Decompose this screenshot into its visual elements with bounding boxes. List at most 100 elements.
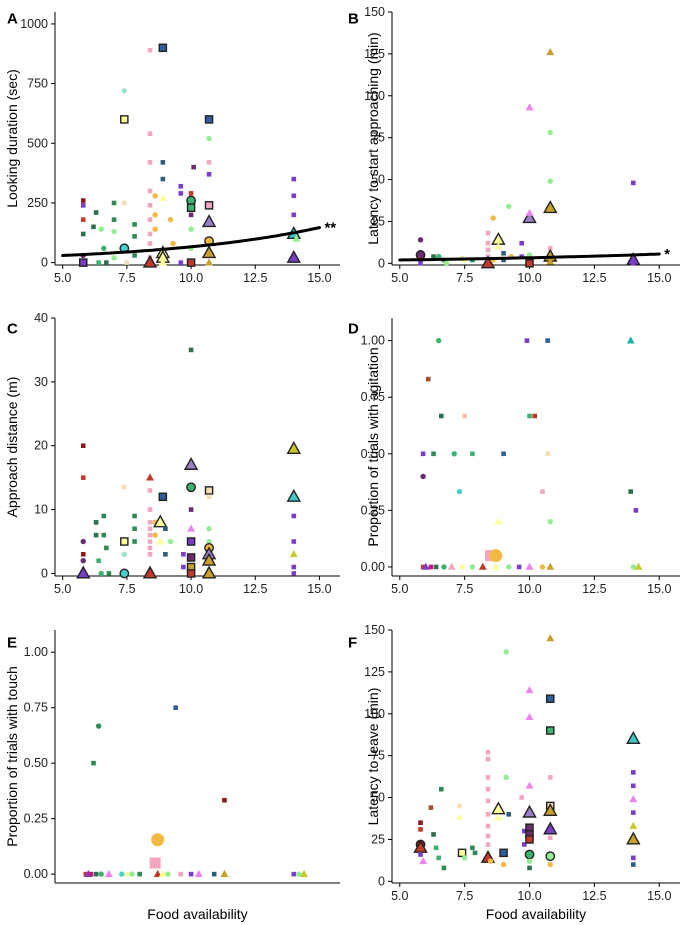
data-point <box>419 857 428 865</box>
data-point <box>431 832 436 837</box>
data-point <box>527 413 532 419</box>
data-point <box>147 545 153 551</box>
data-point <box>158 43 168 53</box>
x-tick-label: 12.5 <box>243 582 267 596</box>
data-point <box>485 833 491 839</box>
data-point <box>142 565 158 579</box>
data-point <box>490 215 496 221</box>
x-tick-label: 15.0 <box>307 271 331 285</box>
data-point <box>80 198 86 203</box>
data-point <box>93 532 99 538</box>
data-point <box>111 217 117 222</box>
data-point <box>300 869 308 877</box>
data-point <box>418 852 423 857</box>
y-tick-label: 125 <box>364 665 385 679</box>
data-point-large <box>489 549 503 563</box>
data-point <box>163 551 168 557</box>
data-point <box>186 258 196 267</box>
y-tick-label: 500 <box>27 136 48 150</box>
data-point <box>188 507 194 512</box>
data-point <box>291 176 297 182</box>
data-point <box>101 513 107 519</box>
data-point <box>152 532 158 538</box>
data-point <box>626 731 641 744</box>
x-tick-label: 7.5 <box>118 582 135 596</box>
data-point <box>158 492 168 502</box>
data-point <box>539 564 546 570</box>
data-point <box>447 562 456 570</box>
data-point <box>220 869 229 877</box>
data-point <box>178 260 184 265</box>
data-point <box>491 801 506 815</box>
data-point <box>96 558 101 563</box>
y-tick-label: 50 <box>371 173 385 187</box>
y-tick-label: 0 <box>378 256 385 270</box>
x-tick-label: 5.0 <box>54 582 71 596</box>
data-point <box>543 803 558 817</box>
data-point <box>543 821 558 835</box>
data-point <box>461 855 468 861</box>
data-point <box>524 338 530 343</box>
data-point <box>160 160 166 165</box>
data-point <box>506 203 512 210</box>
data-point <box>106 571 112 576</box>
panel-letter: C <box>7 320 18 337</box>
data-point <box>194 869 203 877</box>
data-point <box>525 686 534 694</box>
data-point <box>516 564 522 570</box>
data-point <box>525 835 534 844</box>
y-tick-label: 10 <box>34 503 48 517</box>
data-point <box>525 208 534 216</box>
data-point <box>204 115 214 124</box>
data-point <box>78 258 88 267</box>
data-point <box>129 871 135 877</box>
data-point <box>111 200 117 206</box>
data-point <box>522 210 537 224</box>
y-tick-label: 75 <box>371 749 385 763</box>
data-point <box>91 760 96 766</box>
data-point <box>132 253 137 258</box>
data-point <box>470 845 475 851</box>
data-point <box>147 203 153 208</box>
data-point <box>485 756 491 762</box>
panel-letter: E <box>7 634 17 651</box>
data-point <box>188 347 194 353</box>
data-point <box>201 552 217 566</box>
data-point <box>478 562 487 570</box>
data-point <box>120 537 129 546</box>
data-point <box>522 828 527 834</box>
data-point <box>206 538 212 545</box>
data-point <box>186 203 196 212</box>
data-point <box>527 865 532 871</box>
data-point <box>485 786 491 792</box>
x-tick-label: 5.0 <box>54 271 71 285</box>
data-point <box>433 564 439 570</box>
data-point <box>501 451 506 457</box>
data-point <box>546 47 555 56</box>
data-point <box>506 812 512 817</box>
data-point <box>93 520 99 525</box>
data-point <box>111 228 117 235</box>
y-tick-label: 0.00 <box>361 560 385 574</box>
data-point <box>631 855 636 861</box>
data-point <box>500 861 507 868</box>
data-point <box>93 210 99 215</box>
data-point <box>485 230 491 236</box>
data-point <box>181 551 186 557</box>
data-point <box>547 861 553 868</box>
data-point <box>413 839 428 853</box>
data-point <box>626 336 635 344</box>
data-point <box>634 562 643 570</box>
data-point <box>104 260 109 265</box>
data-point <box>206 160 212 165</box>
data-point <box>526 858 533 864</box>
data-point <box>205 258 213 266</box>
y-tick-label: 125 <box>364 47 385 61</box>
data-point <box>631 770 636 775</box>
data-point <box>441 865 447 871</box>
data-point <box>433 845 439 851</box>
x-tick-label: 7.5 <box>118 271 135 285</box>
data-point <box>186 482 196 493</box>
data-point <box>132 513 137 519</box>
data-point <box>522 804 537 818</box>
